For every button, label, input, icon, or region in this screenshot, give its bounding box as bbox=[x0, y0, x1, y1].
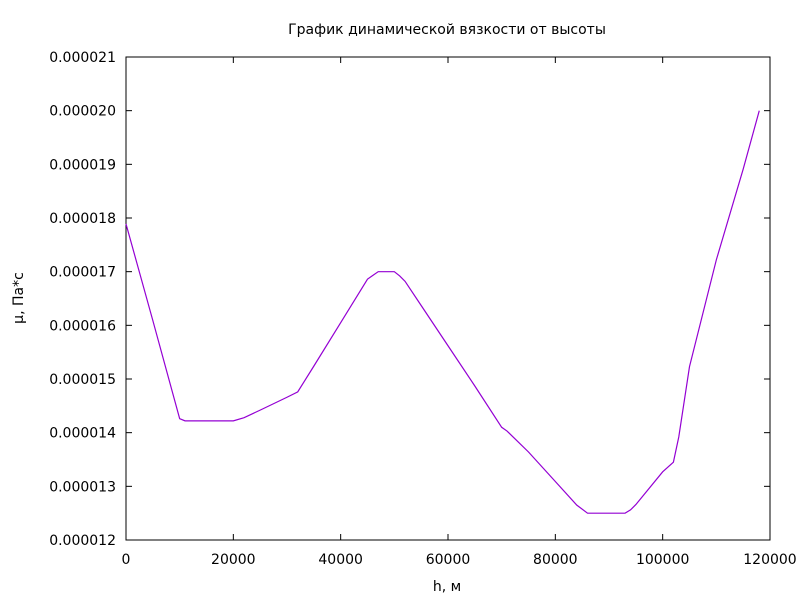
plot-frame bbox=[125, 56, 771, 541]
x-tick-label: 60000 bbox=[426, 552, 471, 568]
y-tick-label: 0.000019 bbox=[49, 157, 116, 173]
x-tick-label: 100000 bbox=[636, 552, 689, 568]
y-tick-label: 0.000017 bbox=[49, 265, 116, 281]
x-tick-label: 40000 bbox=[318, 552, 363, 568]
x-axis: 0 20000 40000 60000 80000 100000 120000 bbox=[122, 57, 797, 568]
y-tick-label: 0.000016 bbox=[49, 318, 116, 334]
x-tick-label: 120000 bbox=[743, 552, 796, 568]
y-tick-label: 0.000013 bbox=[49, 479, 116, 495]
y-tick-label: 0.000021 bbox=[49, 50, 116, 66]
y-tick-label: 0.000015 bbox=[49, 372, 116, 388]
y-axis-label: μ, Па*с bbox=[11, 272, 27, 324]
y-tick-label: 0.000014 bbox=[49, 426, 116, 442]
x-tick-label: 0 bbox=[122, 552, 131, 568]
y-tick-label: 0.000012 bbox=[49, 533, 116, 549]
y-axis: 0.000012 0.000013 0.000014 0.000015 0.000016… bbox=[49, 50, 770, 549]
y-tick-label: 0.000020 bbox=[49, 104, 116, 120]
series-line bbox=[125, 110, 760, 514]
x-axis-label: h, м bbox=[433, 579, 461, 595]
x-tick-label: 20000 bbox=[211, 552, 256, 568]
x-tick-label: 80000 bbox=[533, 552, 578, 568]
chart-title: График динамической вязкости от высоты bbox=[288, 22, 606, 38]
y-tick-label: 0.000018 bbox=[49, 211, 116, 227]
